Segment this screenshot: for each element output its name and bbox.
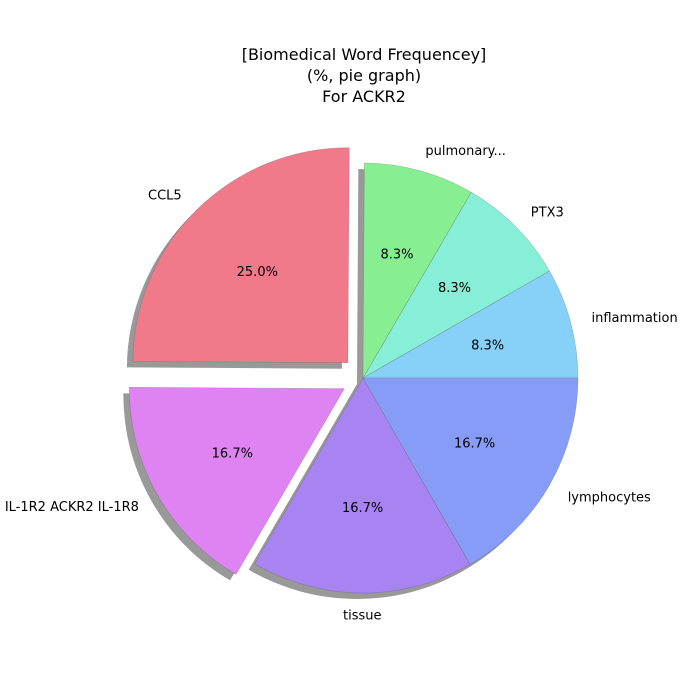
slice-labels: 8.3% inflammation 8.3% PTX3 8.3% pulmonary...… <box>5 144 678 624</box>
pct-label-il-1r2-ackr2-il-1r8: 16.7% <box>212 447 253 462</box>
chart-title-line-2: (%, pie graph) <box>307 66 421 85</box>
slice-pulmonary <box>362 162 472 380</box>
category-label-pulmonary: pulmonary... <box>425 144 506 159</box>
slice-inflammation <box>361 270 579 379</box>
category-label-lymphocytes: lymphocytes <box>568 491 651 506</box>
pct-label-ptx3: 8.3% <box>438 281 471 296</box>
category-label-ccl5: CCL5 <box>148 188 182 203</box>
slice-lymphocytes <box>362 377 579 565</box>
chart-title-line-3: For ACKR2 <box>322 87 406 106</box>
pct-label-tissue: 16.7% <box>342 501 383 516</box>
slice-tissue <box>254 377 471 594</box>
chart-title-line-1: [Biomedical Word Frequencey] <box>242 45 487 64</box>
pct-label-inflammation: 8.3% <box>471 339 504 354</box>
slice-il-1r2-ackr2-il-1r8 <box>129 386 345 575</box>
slice-ccl5 <box>132 147 350 364</box>
category-label-inflammation: inflammation <box>592 311 678 326</box>
category-label-ptx3: PTX3 <box>531 205 564 220</box>
pct-label-pulmonary: 8.3% <box>380 248 413 263</box>
slice-ptx3 <box>362 191 550 379</box>
pie-slices <box>129 147 579 594</box>
category-label-il-1r2-ackr2-il-1r8: IL-1R2 ACKR2 IL-1R8 <box>5 500 139 515</box>
pct-label-ccl5: 25.0% <box>237 265 278 280</box>
pct-label-lymphocytes: 16.7% <box>454 437 495 452</box>
category-label-tissue: tissue <box>343 609 382 624</box>
